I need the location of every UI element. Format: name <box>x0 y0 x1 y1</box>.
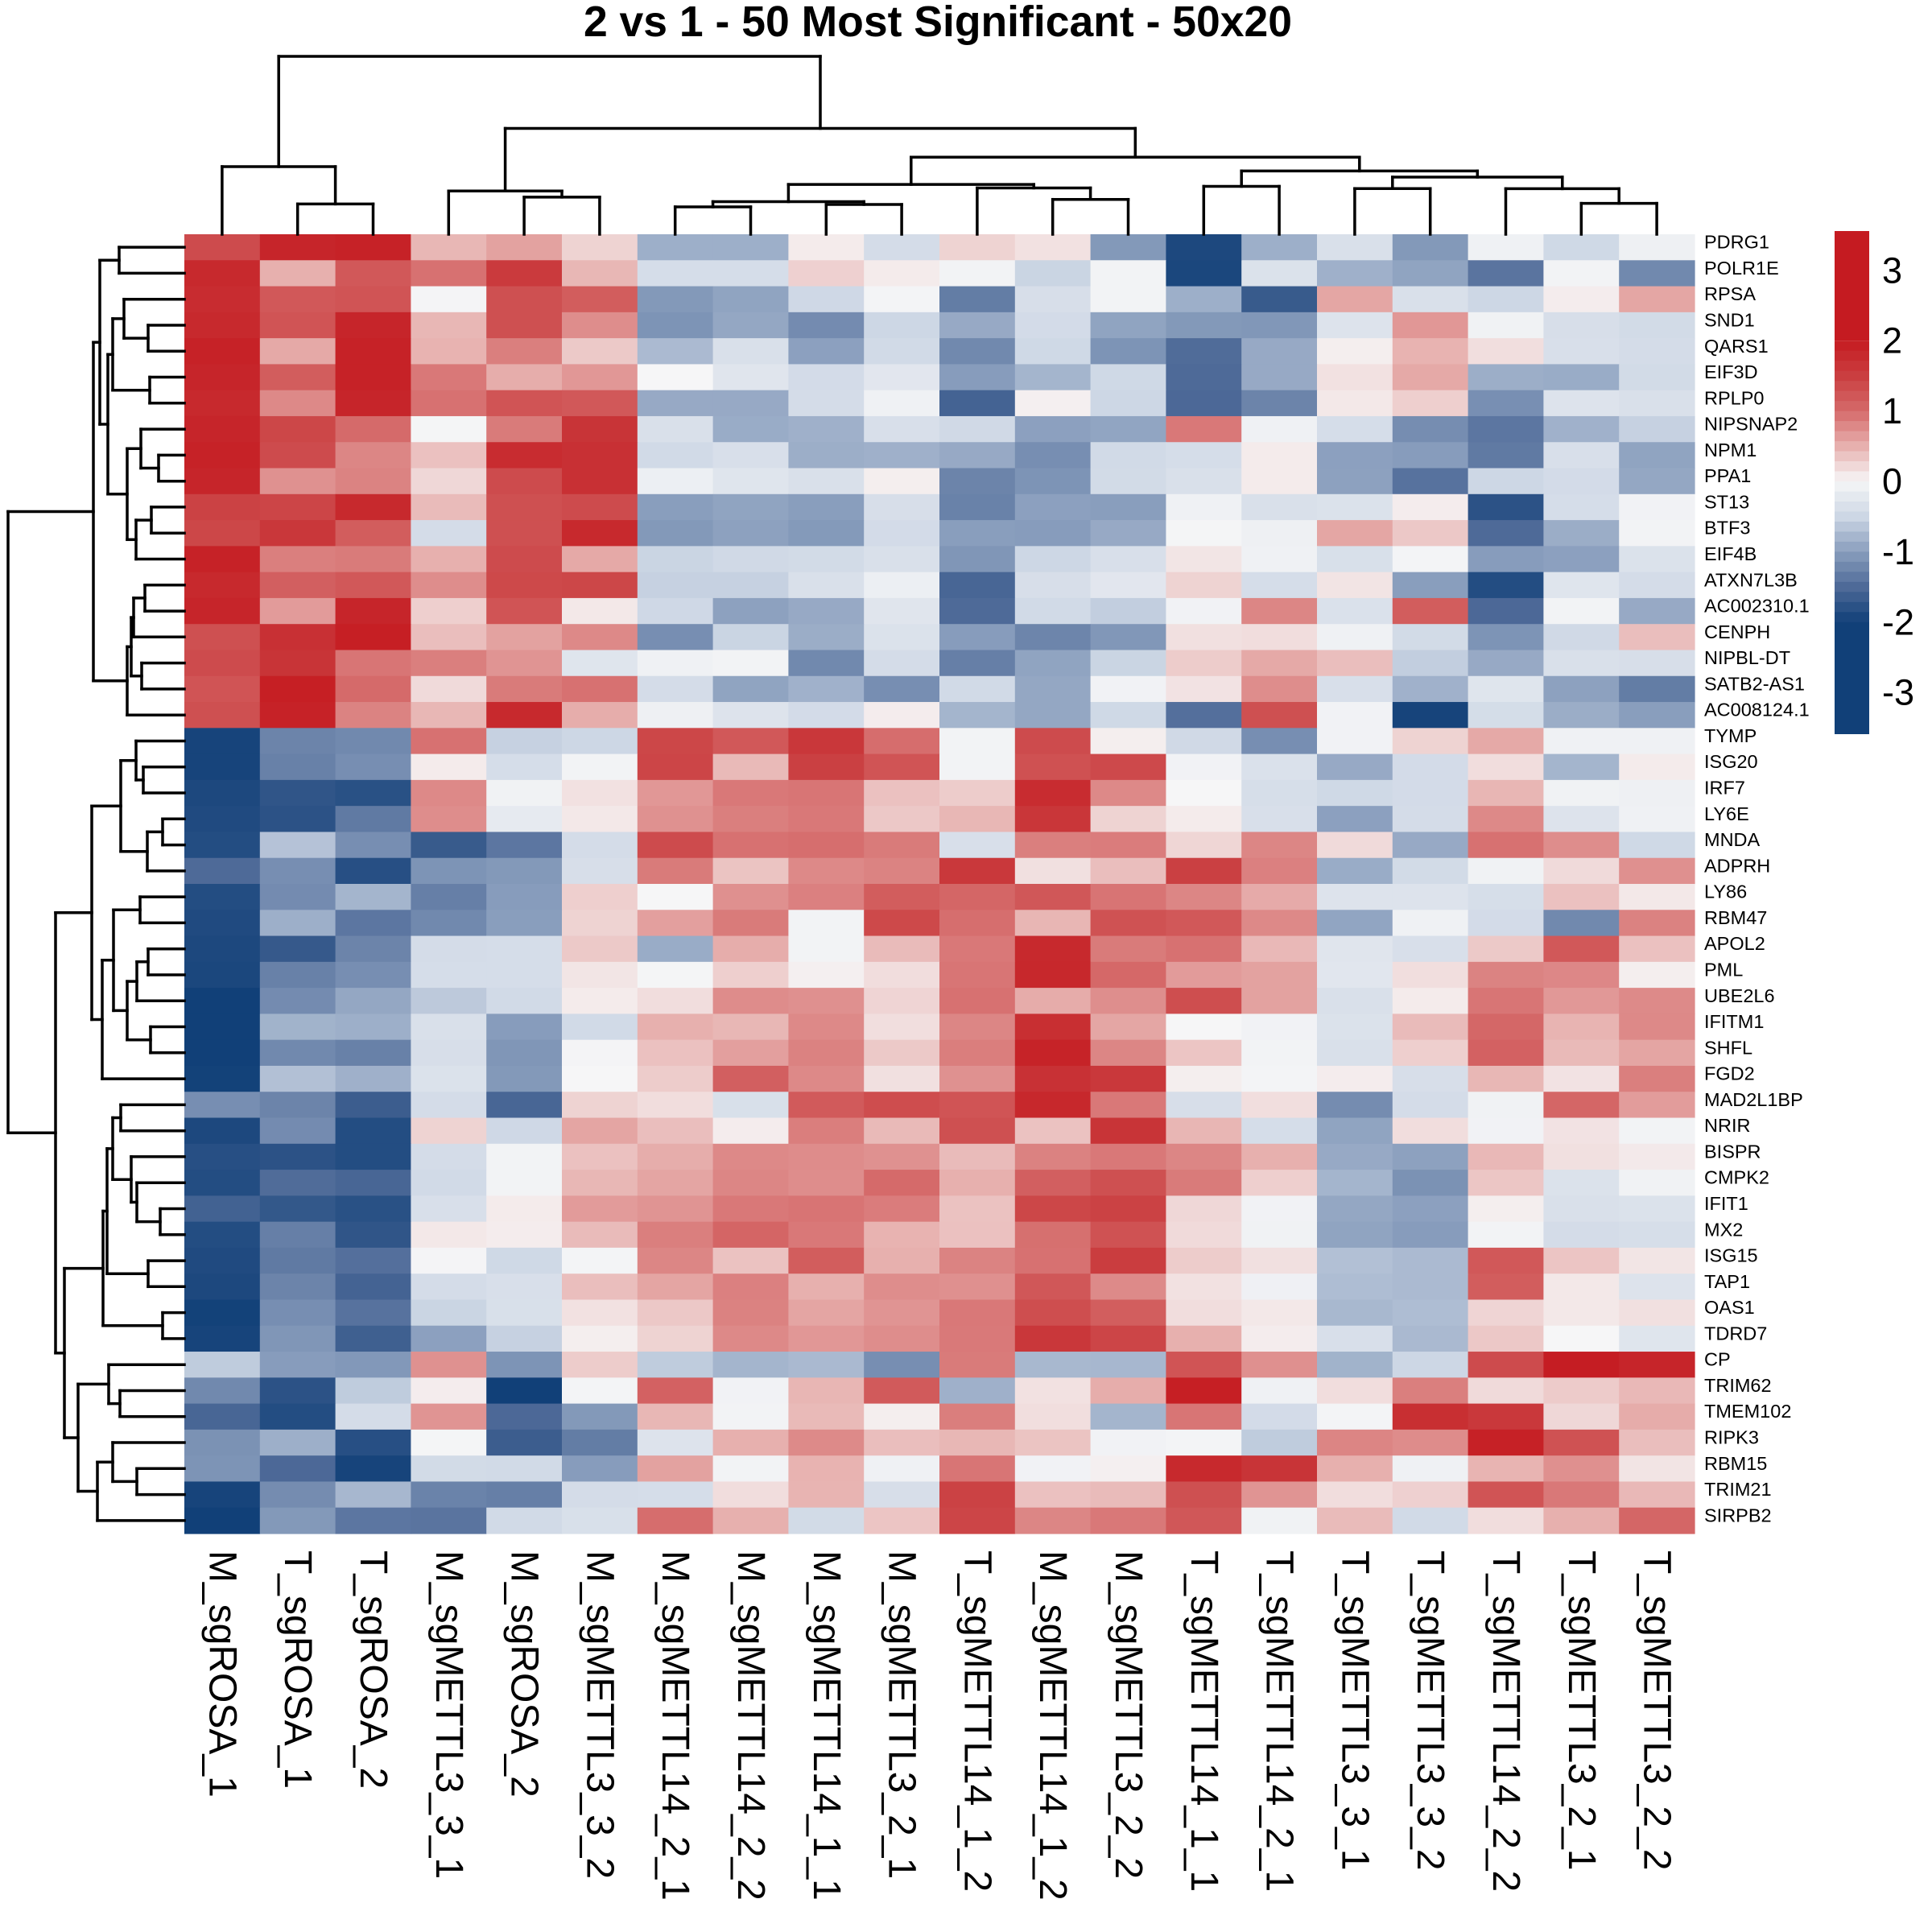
svg-text:M_sgMETTL14_1_1: M_sgMETTL14_1_1 <box>805 1550 848 1901</box>
svg-text:CP: CP <box>1704 1349 1731 1370</box>
svg-text:T_sgMETTL14_1_1: T_sgMETTL14_1_1 <box>1183 1550 1225 1892</box>
svg-text:AC008124.1: AC008124.1 <box>1704 700 1810 720</box>
svg-text:2: 2 <box>1882 320 1902 361</box>
svg-text:LY86: LY86 <box>1704 881 1747 902</box>
svg-text:ISG15: ISG15 <box>1704 1245 1758 1266</box>
svg-text:APOL2: APOL2 <box>1704 933 1765 954</box>
svg-text:M_sgMETTL3_3_1: M_sgMETTL3_3_1 <box>427 1550 470 1879</box>
svg-text:1: 1 <box>1882 390 1902 431</box>
svg-text:IRF7: IRF7 <box>1704 778 1745 799</box>
svg-text:TDRD7: TDRD7 <box>1704 1323 1767 1344</box>
svg-text:EIF4B: EIF4B <box>1704 543 1757 564</box>
svg-text:TAP1: TAP1 <box>1704 1271 1750 1292</box>
svg-text:QARS1: QARS1 <box>1704 336 1769 357</box>
svg-text:POLR1E: POLR1E <box>1704 258 1779 279</box>
svg-text:T_sgMETTL3_2_2: T_sgMETTL3_2_2 <box>1636 1550 1678 1871</box>
svg-text:M_sgROSA_2: M_sgROSA_2 <box>503 1550 546 1798</box>
svg-text:NIPBL-DT: NIPBL-DT <box>1704 647 1790 668</box>
svg-text:CMPK2: CMPK2 <box>1704 1167 1769 1188</box>
svg-text:OAS1: OAS1 <box>1704 1297 1755 1318</box>
svg-text:-3: -3 <box>1882 672 1914 713</box>
svg-text:M_sgMETTL14_2_2: M_sgMETTL14_2_2 <box>729 1550 772 1901</box>
svg-text:T_sgMETTL14_2_1: T_sgMETTL14_2_1 <box>1258 1550 1301 1892</box>
svg-text:T_sgROSA_2: T_sgROSA_2 <box>352 1550 394 1789</box>
svg-text:T_sgMETTL14_1_2: T_sgMETTL14_1_2 <box>956 1550 998 1892</box>
svg-text:ISG20: ISG20 <box>1704 751 1758 772</box>
svg-text:M_sgMETTL14_1_2: M_sgMETTL14_1_2 <box>1031 1550 1074 1901</box>
svg-text:-1: -1 <box>1882 531 1914 572</box>
svg-text:T_sgMETTL14_2_2: T_sgMETTL14_2_2 <box>1484 1550 1527 1892</box>
svg-text:EIF3D: EIF3D <box>1704 361 1758 382</box>
svg-text:T_sgMETTL3_3_2: T_sgMETTL3_3_2 <box>1409 1550 1451 1871</box>
svg-text:LY6E: LY6E <box>1704 803 1749 824</box>
svg-text:M_sgMETTL3_2_1: M_sgMETTL3_2_1 <box>881 1550 923 1879</box>
svg-text:SND1: SND1 <box>1704 310 1755 331</box>
svg-text:RBM15: RBM15 <box>1704 1453 1767 1474</box>
svg-text:UBE2L6: UBE2L6 <box>1704 985 1775 1006</box>
svg-text:IFITM1: IFITM1 <box>1704 1011 1764 1032</box>
svg-text:PML: PML <box>1704 960 1743 980</box>
svg-text:SATB2-AS1: SATB2-AS1 <box>1704 673 1805 694</box>
svg-text:IFIT1: IFIT1 <box>1704 1193 1748 1214</box>
svg-text:M_sgMETTL3_2_2: M_sgMETTL3_2_2 <box>1107 1550 1150 1879</box>
svg-text:T_sgMETTL3_2_1: T_sgMETTL3_2_1 <box>1560 1550 1603 1871</box>
svg-text:MAD2L1BP: MAD2L1BP <box>1704 1089 1803 1110</box>
svg-text:PPA1: PPA1 <box>1704 465 1751 486</box>
svg-text:SIRPB2: SIRPB2 <box>1704 1505 1772 1525</box>
svg-text:NPM1: NPM1 <box>1704 440 1757 460</box>
svg-text:FGD2: FGD2 <box>1704 1063 1755 1084</box>
svg-text:RBM47: RBM47 <box>1704 907 1767 928</box>
svg-text:M_sgROSA_1: M_sgROSA_1 <box>200 1550 243 1798</box>
svg-text:M_sgMETTL14_2_1: M_sgMETTL14_2_1 <box>654 1550 696 1901</box>
svg-text:RIPK3: RIPK3 <box>1704 1427 1759 1448</box>
svg-text:CENPH: CENPH <box>1704 621 1770 642</box>
svg-text:T_sgROSA_1: T_sgROSA_1 <box>276 1550 319 1789</box>
svg-text:NRIR: NRIR <box>1704 1115 1750 1136</box>
svg-text:2 vs 1 - 50 Most Significant -: 2 vs 1 - 50 Most Significant - 50x20 <box>584 0 1292 46</box>
svg-text:TRIM21: TRIM21 <box>1704 1479 1772 1500</box>
svg-text:RPSA: RPSA <box>1704 283 1756 304</box>
svg-text:M_sgMETTL3_3_2: M_sgMETTL3_3_2 <box>578 1550 621 1879</box>
svg-text:RPLP0: RPLP0 <box>1704 387 1764 408</box>
svg-text:TRIM62: TRIM62 <box>1704 1375 1772 1396</box>
svg-text:MX2: MX2 <box>1704 1219 1743 1240</box>
svg-text:MNDA: MNDA <box>1704 829 1761 850</box>
svg-text:TMEM102: TMEM102 <box>1704 1401 1791 1422</box>
svg-text:ST13: ST13 <box>1704 491 1749 512</box>
svg-text:NIPSNAP2: NIPSNAP2 <box>1704 414 1798 435</box>
svg-text:BTF3: BTF3 <box>1704 518 1750 539</box>
svg-text:T_sgMETTL3_3_1: T_sgMETTL3_3_1 <box>1333 1550 1376 1871</box>
svg-text:-2: -2 <box>1882 601 1914 642</box>
svg-text:PDRG1: PDRG1 <box>1704 232 1769 253</box>
svg-text:SHFL: SHFL <box>1704 1037 1752 1058</box>
svg-text:ADPRH: ADPRH <box>1704 855 1770 876</box>
svg-text:3: 3 <box>1882 250 1902 291</box>
svg-text:AC002310.1: AC002310.1 <box>1704 596 1810 617</box>
svg-text:TYMP: TYMP <box>1704 725 1757 746</box>
svg-text:0: 0 <box>1882 461 1902 502</box>
svg-text:ATXN7L3B: ATXN7L3B <box>1704 569 1798 590</box>
svg-text:BISPR: BISPR <box>1704 1141 1761 1162</box>
